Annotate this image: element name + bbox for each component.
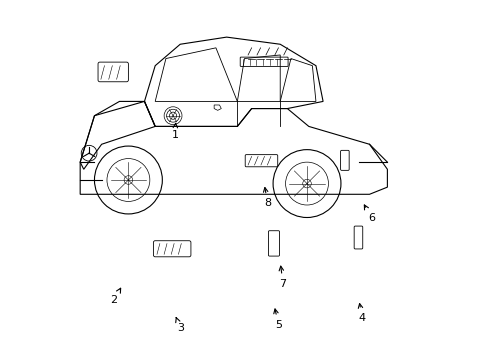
Text: 1: 1: [171, 123, 178, 140]
Text: 5: 5: [273, 309, 282, 330]
Text: 8: 8: [263, 188, 271, 208]
Text: 4: 4: [358, 303, 365, 323]
Text: 3: 3: [175, 318, 183, 333]
Text: 2: 2: [110, 288, 121, 305]
Text: 6: 6: [364, 205, 374, 222]
Text: 7: 7: [279, 266, 286, 289]
